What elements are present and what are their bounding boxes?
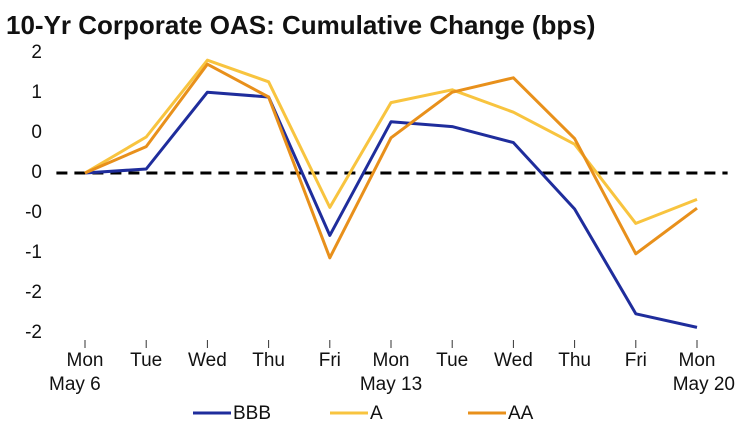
x-sublabel: May 20 [673,374,735,395]
legend-label: BBB [233,403,271,424]
x-tick-label: Thu [558,350,591,371]
x-tick-label: Mon [679,350,716,371]
y-tick-label: -2 [25,322,42,343]
y-tick-label: 0 [31,162,42,183]
x-tick-label: Tue [436,350,468,371]
chart-title: 10-Yr Corporate OAS: Cumulative Change (… [6,10,595,40]
legend-label: AA [508,403,534,424]
y-tick-label: 1 [31,82,42,103]
y-tick-label: 2 [31,42,42,63]
x-tick-label: Mon [373,350,410,371]
x-tick-label: Tue [130,350,162,371]
y-tick-label: -0 [25,202,42,223]
x-sublabel: May 6 [49,374,101,395]
series-line [84,62,698,260]
series-line [84,58,698,225]
x-tick-label: Fri [625,350,647,371]
x-tick-label: Wed [494,350,533,371]
x-tick-label: Thu [252,350,285,371]
y-tick-label: -1 [25,242,42,263]
x-sublabel: May 13 [360,374,422,395]
x-tick-label: Mon [67,350,104,371]
x-tick-label: Fri [319,350,341,371]
y-tick-label: -2 [25,282,42,303]
series-line [84,90,698,329]
legend-label: A [370,403,383,424]
x-tick-label: Wed [188,350,227,371]
y-tick-label: 0 [31,122,42,143]
